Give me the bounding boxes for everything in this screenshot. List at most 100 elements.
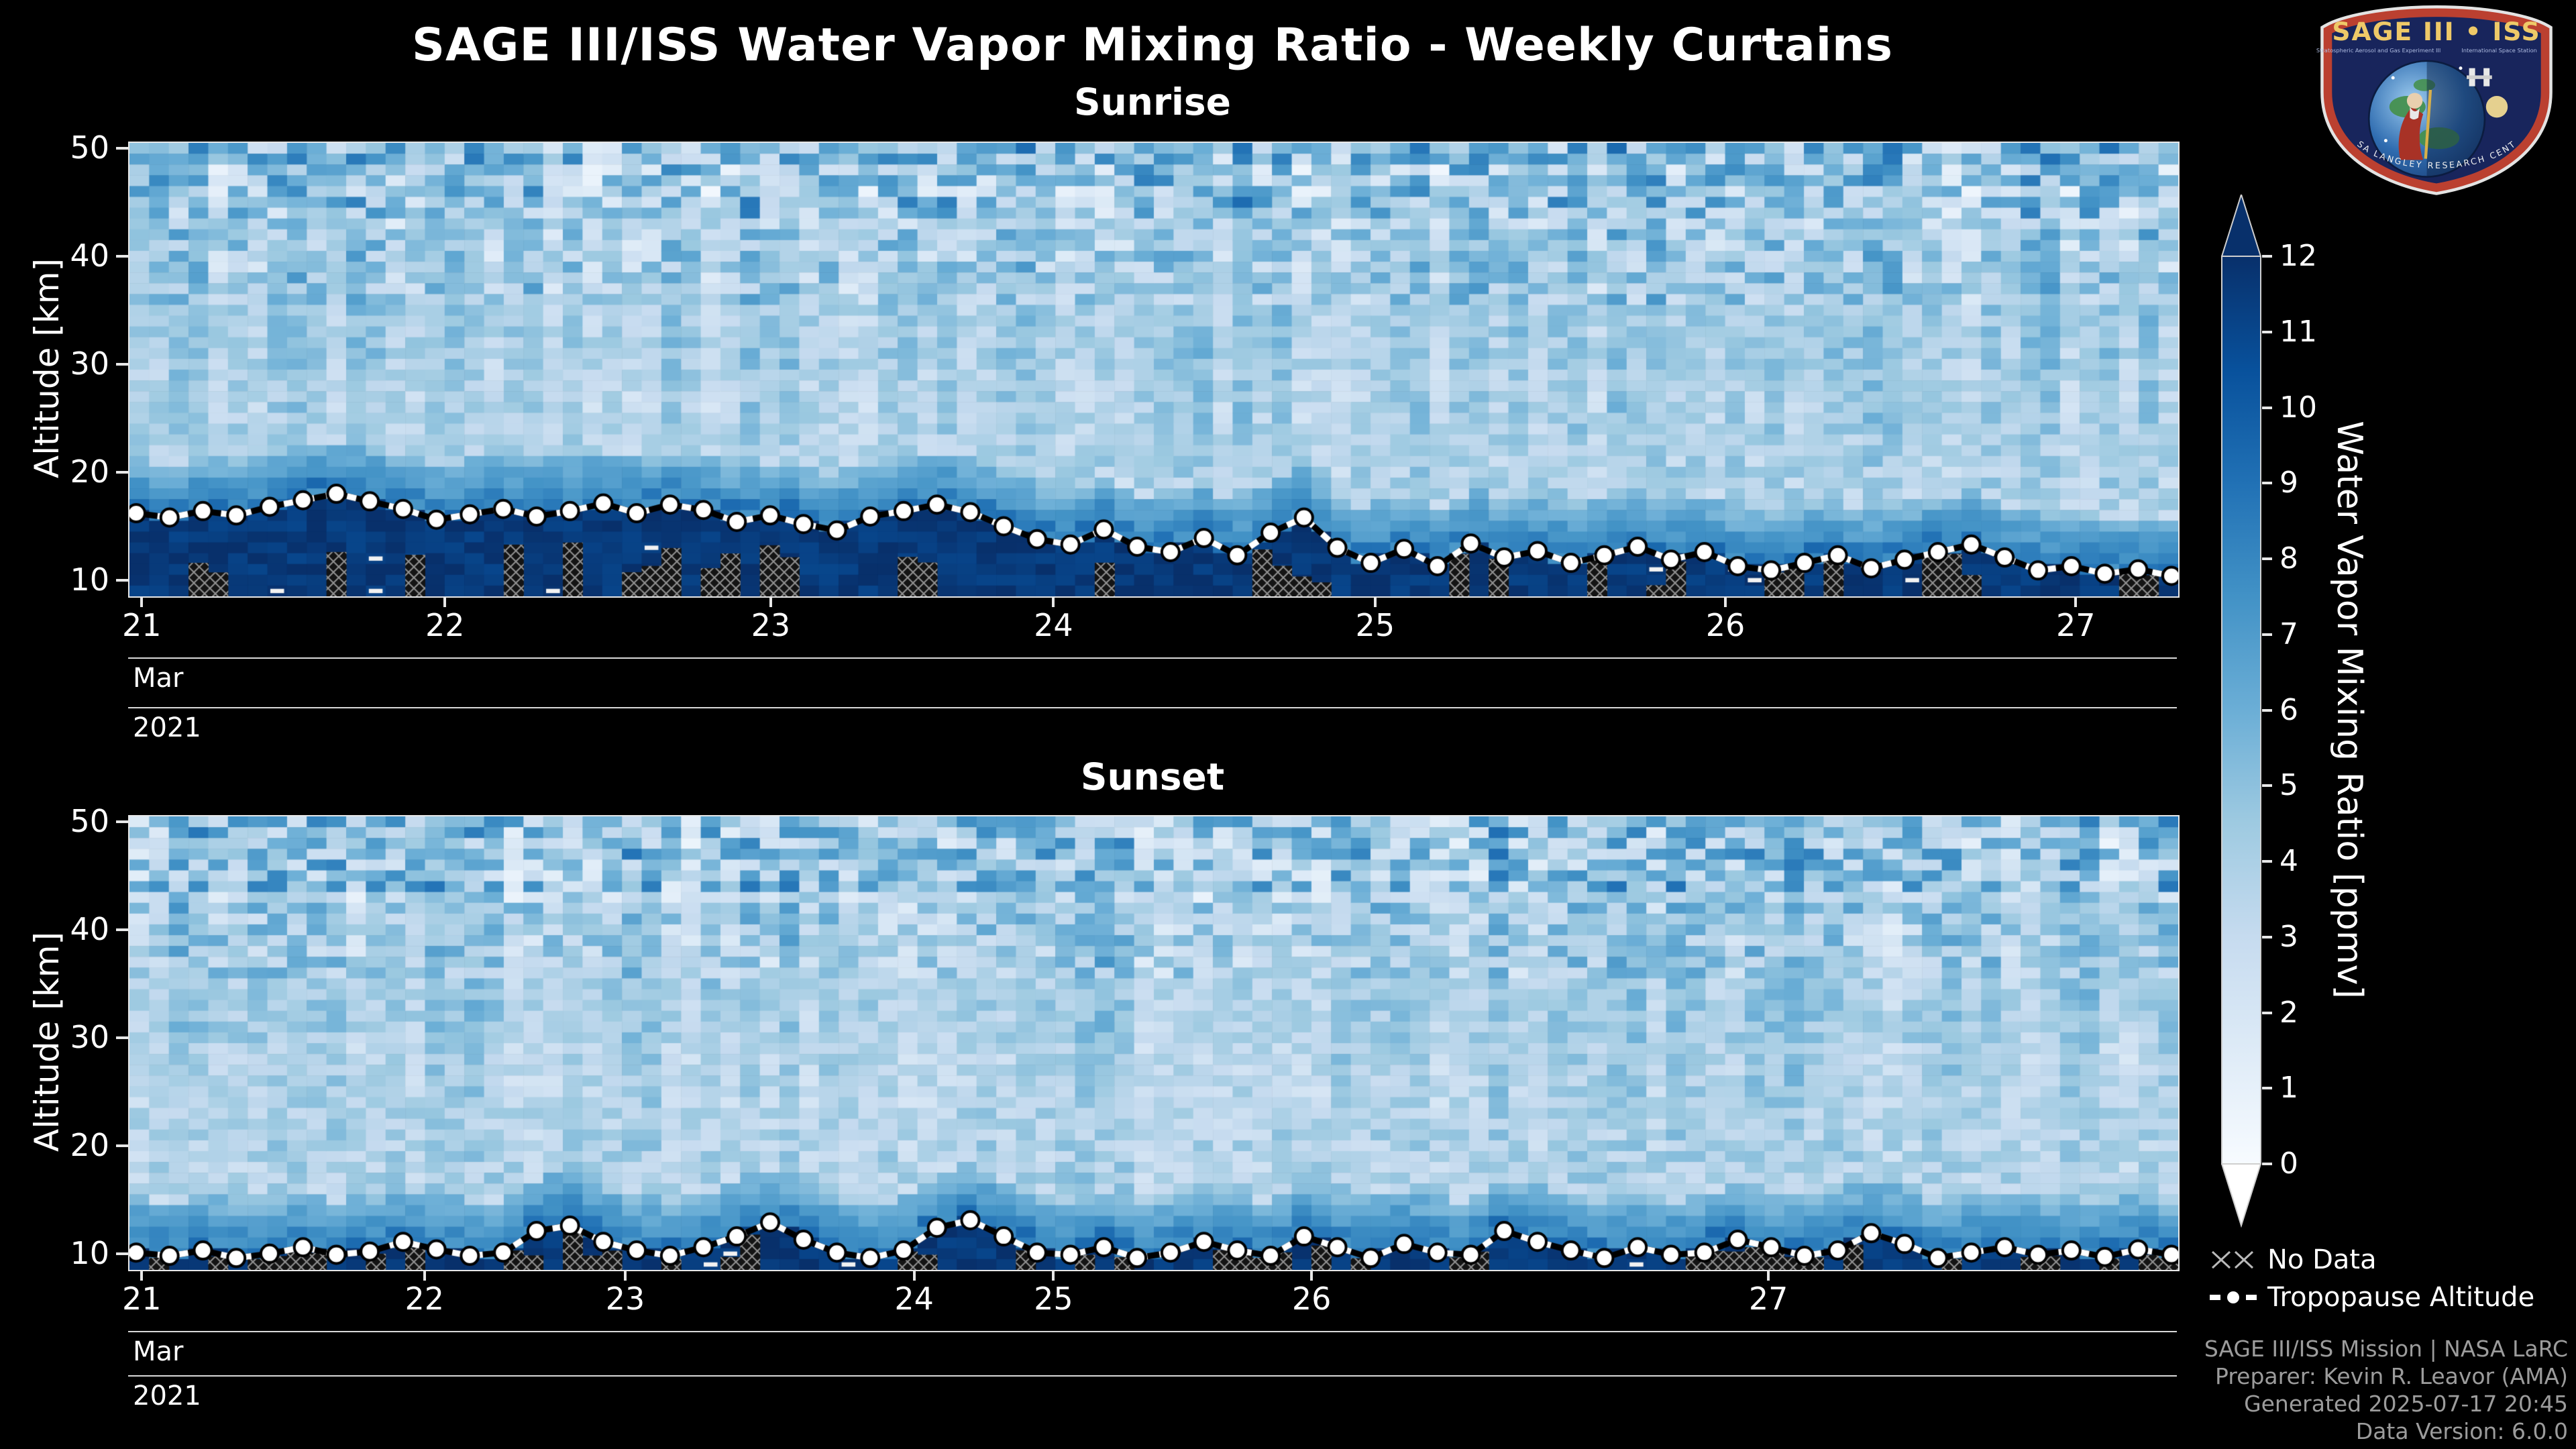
credit-line: SAGE III/ISS Mission | NASA LaRC xyxy=(2204,1336,2568,1362)
legend-no-data: No Data xyxy=(2210,1241,2534,1279)
y-tick-mark xyxy=(116,1144,128,1147)
x-tick-label: 26 xyxy=(1705,607,1746,643)
x-tick-mark xyxy=(423,1270,426,1281)
sunset-date-axis-line-1 xyxy=(128,1331,2177,1332)
sunrise-date-axis-line-2 xyxy=(128,707,2177,708)
x-tick-mark xyxy=(1767,1270,1770,1281)
x-tick-label: 21 xyxy=(122,607,162,643)
sunset-date-axis-line-2 xyxy=(128,1375,2177,1377)
colorbar-tick-label: 0 xyxy=(2279,1146,2298,1181)
y-tick-mark xyxy=(116,928,128,931)
colorbar-tick-label: 10 xyxy=(2279,390,2317,425)
y-tick-label: 10 xyxy=(70,561,109,598)
y-tick-mark xyxy=(116,147,128,150)
legend: No Data Tropopause Altitude xyxy=(2210,1241,2534,1316)
colorbar-over-arrow xyxy=(2221,195,2261,257)
colorbar xyxy=(2221,195,2261,1228)
credits-block: SAGE III/ISS Mission | NASA LaRC Prepare… xyxy=(2204,1335,2568,1445)
sunrise-year-label: 2021 xyxy=(133,712,201,743)
credit-line: Preparer: Kevin R. Leavor (AMA) xyxy=(2215,1363,2568,1389)
colorbar-tick-mark xyxy=(2262,482,2272,485)
sunset-year-label: 2021 xyxy=(133,1381,201,1411)
x-tick-mark xyxy=(1724,596,1727,607)
x-tick-mark xyxy=(1373,596,1377,607)
colorbar-tick-label: 6 xyxy=(2279,692,2298,727)
x-tick-label: 27 xyxy=(2056,607,2096,643)
colorbar-gradient xyxy=(2221,256,2261,1165)
colorbar-tick-label: 9 xyxy=(2279,466,2298,500)
colorbar-tick-mark xyxy=(2262,406,2272,409)
colorbar-tick-label: 4 xyxy=(2279,844,2298,878)
x-tick-label: 24 xyxy=(1034,607,1073,643)
colorbar-tick-mark xyxy=(2262,557,2272,560)
y-tick-mark xyxy=(116,255,128,258)
colorbar-tick-label: 11 xyxy=(2279,314,2317,349)
svg-text:International Space Station: International Space Station xyxy=(2461,47,2537,54)
x-tick-label: 25 xyxy=(1355,607,1395,643)
y-tick-mark xyxy=(116,470,128,474)
y-tick-label: 20 xyxy=(70,1126,109,1163)
x-tick-label: 25 xyxy=(1034,1281,1073,1317)
colorbar-tick-label: 5 xyxy=(2279,768,2298,803)
sunrise-subtitle: Sunrise xyxy=(1074,80,1231,123)
y-tick-mark xyxy=(116,1036,128,1039)
colorbar-tick-label: 8 xyxy=(2279,541,2298,576)
svg-text:Stratospheric Aerosol and Gas: Stratospheric Aerosol and Gas Experiment… xyxy=(2316,47,2440,54)
sunrise-month-label: Mar xyxy=(133,663,184,694)
y-tick-label: 20 xyxy=(70,453,109,490)
x-tick-mark xyxy=(912,1270,916,1281)
mission-logo: SAGE III • ISS Stratospheric Aerosol and… xyxy=(2312,0,2557,201)
sunset-subtitle: Sunset xyxy=(1080,755,1225,798)
y-tick-label: 50 xyxy=(70,803,109,840)
x-tick-label: 23 xyxy=(605,1281,645,1317)
sunset-month-label: Mar xyxy=(133,1336,184,1367)
sunset-y-axis-label: Altitude [km] xyxy=(28,932,66,1152)
colorbar-tick-mark xyxy=(2262,330,2272,333)
sunrise-y-axis-label: Altitude [km] xyxy=(28,258,66,478)
x-tick-mark xyxy=(443,596,447,607)
y-tick-mark xyxy=(116,1252,128,1255)
sunrise-curtain-plot: 10 20 30 40 50 21 22 23 24 25 26 27 xyxy=(70,130,2180,643)
no-data-hatch-icon xyxy=(2211,1250,2254,1269)
colorbar-tick-mark xyxy=(2262,784,2272,788)
colorbar-tick-mark xyxy=(2262,1011,2272,1014)
y-tick-label: 40 xyxy=(70,911,109,947)
figure-title: SAGE III/ISS Water Vapor Mixing Ratio - … xyxy=(412,19,1893,72)
y-tick-mark xyxy=(116,578,128,582)
sunset-curtain-plot: 10 20 30 40 50 21 22 23 24 25 26 27 xyxy=(70,804,2180,1317)
y-tick-label: 50 xyxy=(70,129,109,166)
x-tick-mark xyxy=(140,1270,144,1281)
colorbar-tick-label: 7 xyxy=(2279,616,2298,651)
colorbar-tick-mark xyxy=(2262,935,2272,938)
sunrise-heatmap-canvas xyxy=(129,143,2178,596)
colorbar-tick-mark xyxy=(2262,1163,2272,1165)
svg-text:SAGE III • ISS: SAGE III • ISS xyxy=(2332,17,2540,46)
y-tick-label: 10 xyxy=(70,1234,109,1271)
x-tick-label: 26 xyxy=(1291,1281,1332,1317)
tropopause-line-icon xyxy=(2210,1289,2257,1306)
credit-line: Generated 2025-07-17 20:45 xyxy=(2244,1391,2568,1417)
y-tick-label: 40 xyxy=(70,237,109,274)
legend-tropopause: Tropopause Altitude xyxy=(2210,1279,2534,1316)
y-tick-label: 30 xyxy=(70,1018,109,1055)
x-tick-label: 24 xyxy=(894,1281,934,1317)
x-tick-label: 21 xyxy=(122,1281,162,1317)
credit-line: Data Version: 6.0.0 xyxy=(2355,1418,2568,1444)
y-tick-label: 30 xyxy=(70,345,109,382)
tropopause-label: Tropopause Altitude xyxy=(2267,1282,2535,1313)
x-tick-mark xyxy=(1052,596,1055,607)
colorbar-tick-mark xyxy=(2262,255,2272,258)
x-tick-mark xyxy=(624,1270,627,1281)
x-tick-mark xyxy=(2074,596,2078,607)
x-tick-mark xyxy=(140,596,144,607)
x-tick-mark xyxy=(769,596,772,607)
sunrise-date-axis-line-1 xyxy=(128,657,2177,659)
colorbar-tick-mark xyxy=(2262,633,2272,636)
sage-figure-icon xyxy=(2398,89,2432,160)
iss-silhouette-icon xyxy=(2467,68,2492,87)
x-tick-label: 23 xyxy=(751,607,791,643)
sage-iss-patch-icon: SAGE III • ISS Stratospheric Aerosol and… xyxy=(2312,0,2553,195)
no-data-label: No Data xyxy=(2267,1244,2377,1275)
colorbar-tick-label: 2 xyxy=(2279,995,2298,1030)
